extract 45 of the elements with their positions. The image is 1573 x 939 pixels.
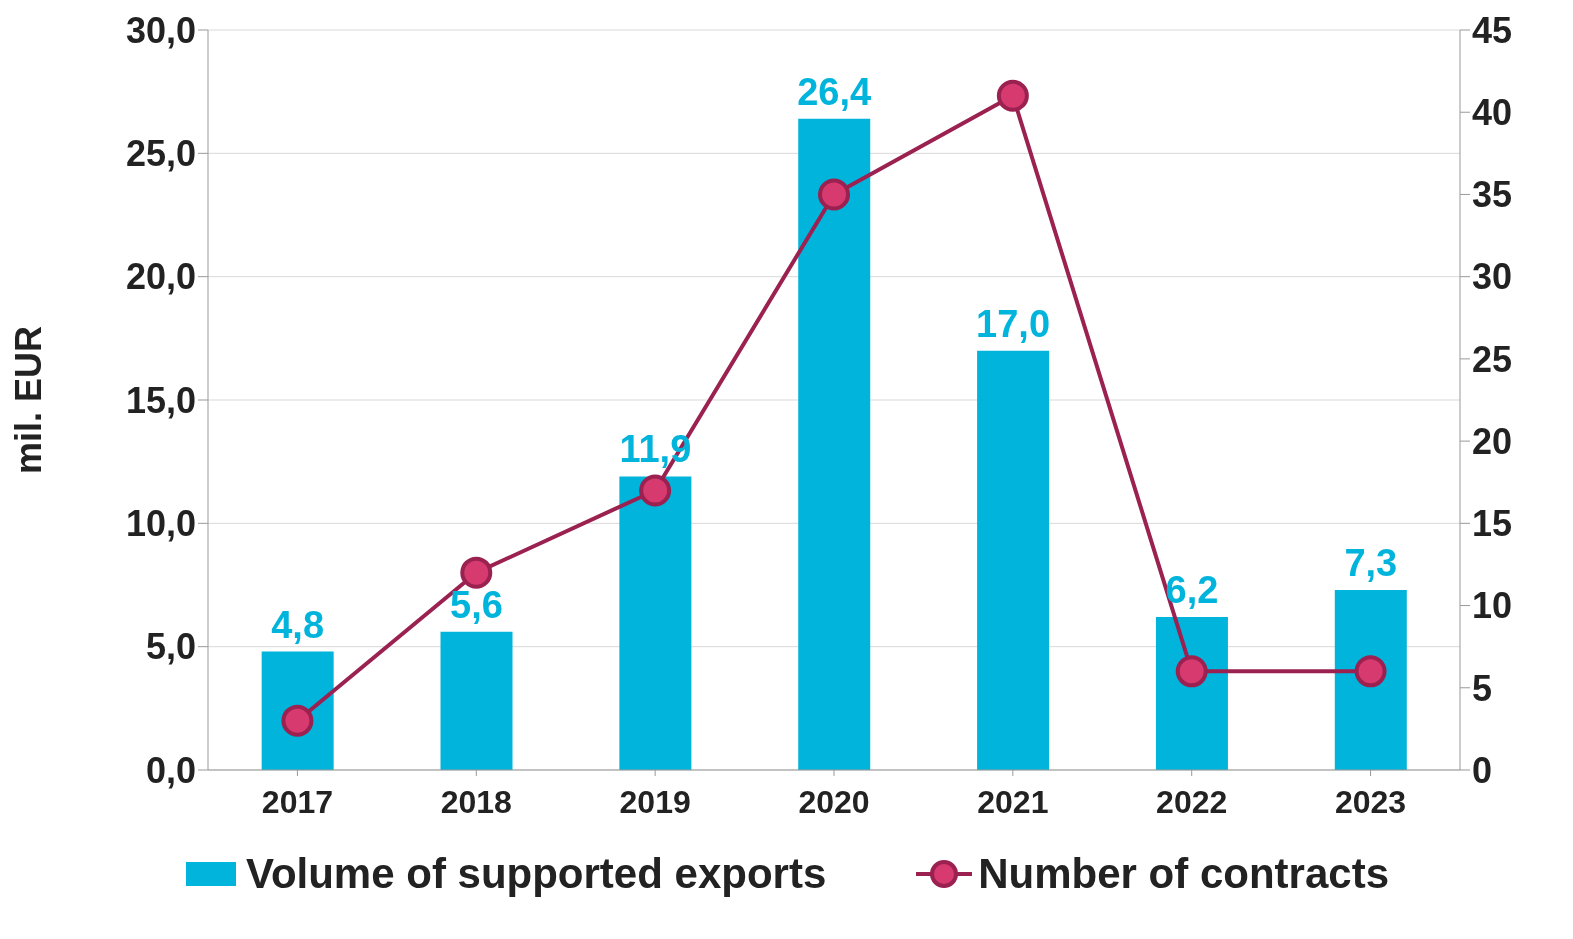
y2-tick-label: 0	[1472, 749, 1493, 791]
y2-tick-label: 45	[1472, 9, 1513, 51]
y-tick-label: 20,0	[125, 256, 196, 298]
x-tick-label: 2023	[1334, 783, 1407, 820]
data-label: 26,4	[797, 70, 872, 113]
point	[996, 79, 1029, 112]
y2-tick-label: 25	[1472, 338, 1513, 380]
y-tick-label: 25,0	[125, 133, 196, 175]
y2-tick-label: 20	[1472, 420, 1513, 462]
y2-tick-label: 30	[1472, 256, 1513, 298]
x-tick-label: 2022	[1156, 783, 1228, 820]
point	[460, 556, 493, 589]
data-label: 7,3	[1344, 541, 1398, 584]
point	[818, 178, 850, 211]
data-label: 6,2	[1165, 569, 1219, 612]
bar	[798, 118, 871, 770]
bar	[619, 476, 692, 770]
x-tick-label: 2019	[619, 783, 691, 820]
y-tick-label: 30,0	[125, 9, 196, 51]
data-label: 4,8	[271, 603, 325, 646]
y2-tick-label: 40	[1472, 92, 1513, 133]
point	[639, 474, 672, 507]
legend-label: Number of contracts	[978, 850, 1389, 898]
data-label: 17,0	[976, 302, 1051, 345]
y2-tick-label: 15	[1472, 503, 1513, 545]
y2-tick-label: 10	[1472, 585, 1513, 627]
y-tick-label: 5,0	[145, 626, 196, 668]
point	[1354, 655, 1387, 688]
bar	[977, 350, 1050, 770]
x-tick-label: 2018	[440, 783, 512, 820]
y-tick-label: 10,0	[125, 503, 196, 545]
bar	[440, 631, 513, 770]
legend-label: Volume of supported exports	[245, 850, 827, 898]
y-tick-label: 0,0	[145, 749, 196, 791]
y2-tick-label: 5	[1472, 667, 1493, 709]
bar	[1334, 589, 1407, 770]
x-tick-label: 2020	[798, 783, 870, 820]
x-tick-label: 2017	[261, 783, 334, 820]
y-tick-label: 15,0	[125, 379, 196, 421]
y-axis-title: mil. EUR	[7, 325, 49, 475]
bar	[1155, 617, 1228, 770]
x-tick-label: 2021	[977, 783, 1049, 820]
point	[1175, 655, 1208, 688]
data-label: 5,6	[450, 583, 503, 626]
y2-tick-label: 35	[1472, 174, 1513, 216]
